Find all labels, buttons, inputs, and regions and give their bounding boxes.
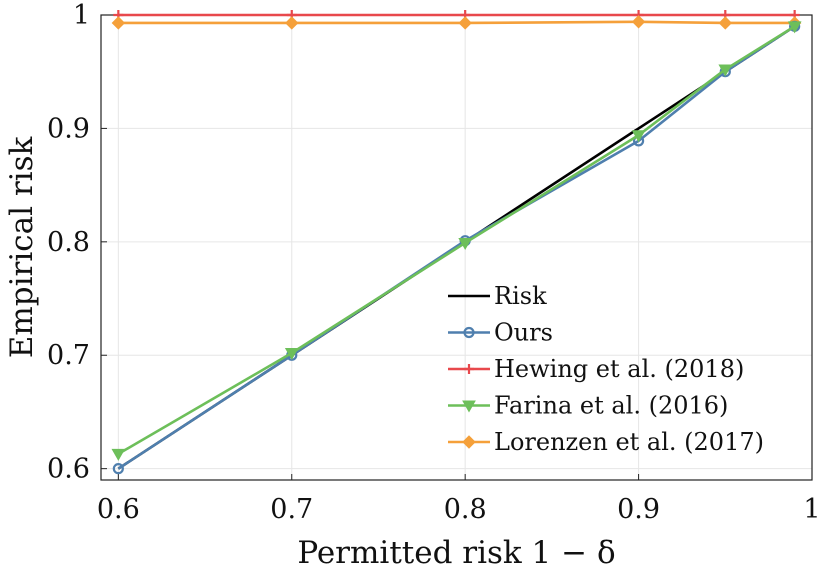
series-hewing-et-al-2018 (113, 10, 800, 20)
legend-marker (462, 435, 476, 449)
x-axis: 0.6 0.7 0.8 0.9 1 (97, 474, 821, 525)
data-point (458, 16, 472, 30)
data-point (284, 347, 299, 360)
data-point (718, 16, 733, 30)
series-lorenzen-et-al-2017 (111, 15, 802, 30)
legend-label: Farina et al. (2016) (494, 392, 728, 420)
data-point (718, 64, 733, 77)
legend-label: Risk (494, 282, 547, 310)
legend-marker (463, 326, 475, 339)
data-point (458, 237, 473, 250)
data-point (112, 463, 124, 475)
legend-item: Farina et al. (2016) (448, 392, 728, 420)
x-tick-label: 0.9 (617, 494, 660, 525)
legend-marker (462, 400, 476, 413)
data-point (631, 15, 646, 29)
x-tick-label: 0.6 (97, 494, 140, 525)
data-point (111, 448, 126, 461)
x-tick-label: 1 (803, 494, 820, 525)
series-line (117, 25, 796, 470)
x-axis-label: Permitted risk 1 − δ (297, 535, 615, 571)
legend-item: Ours (448, 319, 553, 347)
series-line (117, 25, 796, 456)
legend-item: Risk (448, 282, 547, 310)
x-tick-label: 0.7 (270, 494, 313, 525)
legend-item: Hewing et al. (2018) (448, 355, 744, 383)
y-axis-label: Empirical risk (4, 137, 40, 359)
x-tick-label: 0.8 (444, 494, 487, 525)
data-point (631, 130, 646, 143)
series-group (111, 10, 802, 475)
y-tick-label: 0.6 (47, 454, 90, 485)
data-point (787, 21, 802, 34)
data-point (111, 16, 126, 30)
data-point (285, 16, 299, 30)
legend-marker (464, 364, 474, 374)
legend-label: Lorenzen et al. (2017) (494, 428, 764, 456)
y-tick-label: 1 (73, 0, 90, 31)
legend-label: Ours (494, 319, 553, 347)
y-tick-label: 0.7 (47, 340, 90, 371)
series-line (118, 20, 795, 25)
y-tick-label: 0.8 (47, 227, 90, 258)
legend-label: Hewing et al. (2018) (494, 355, 744, 383)
legend: Risk Ours Hewing et al. (2018) Farina et al… (448, 282, 764, 456)
series-farina-et-al-2016 (111, 21, 802, 461)
legend-item: Lorenzen et al. (2017) (448, 428, 764, 456)
y-tick-label: 0.9 (47, 113, 90, 144)
y-axis: 0.6 0.7 0.8 0.9 1 (47, 0, 107, 485)
